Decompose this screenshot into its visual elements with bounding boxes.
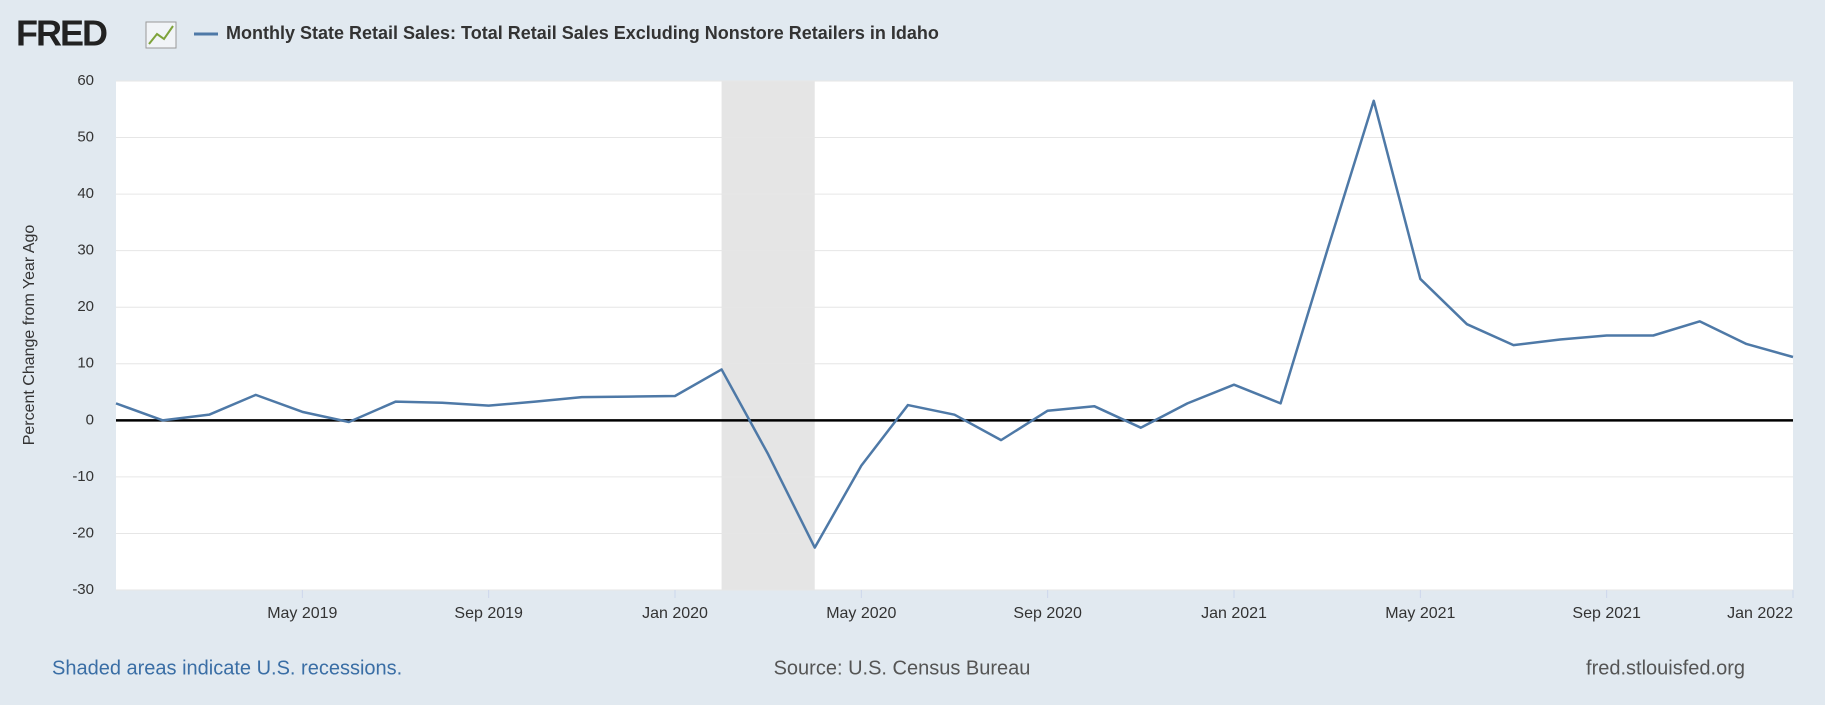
x-tick-label: Sep 2020	[1013, 605, 1082, 622]
y-tick-label: 10	[77, 355, 94, 372]
y-tick-label: 30	[77, 242, 94, 259]
y-tick-label: 40	[77, 185, 94, 202]
source: Source: U.S. Census Bureau	[774, 657, 1031, 679]
x-tick-label: Jan 2020	[642, 605, 708, 622]
series-line	[115, 99, 1794, 549]
y-tick-label: -30	[72, 581, 94, 598]
site: fred.stlouisfed.org	[1586, 657, 1745, 679]
x-tick-label: May 2021	[1385, 605, 1455, 622]
y-tick-label: -20	[72, 524, 94, 541]
y-axis-label: Percent Change from Year Ago	[21, 225, 38, 446]
y-tick-label: 60	[77, 72, 94, 89]
logo-icon	[145, 21, 177, 49]
recession-note: Shaded areas indicate U.S. recessions.	[52, 657, 402, 679]
chart-title: Monthly State Retail Sales: Total Retail…	[226, 23, 939, 43]
y-tick-label: -10	[72, 468, 94, 485]
recession-band	[721, 81, 815, 590]
logo-icon-line	[148, 25, 174, 45]
logo: FRED	[16, 13, 107, 54]
x-tick-label: May 2019	[267, 605, 337, 622]
x-tick-label: May 2020	[826, 605, 896, 622]
y-tick-label: 50	[77, 129, 94, 146]
y-tick-label: 0	[86, 411, 94, 428]
x-tick-label: Sep 2021	[1572, 605, 1641, 622]
x-tick-label: Jan 2022	[1727, 605, 1793, 622]
y-tick-label: 20	[77, 298, 94, 315]
plot-area	[116, 81, 1793, 590]
x-tick-label: Jan 2021	[1201, 605, 1267, 622]
x-tick-label: Sep 2019	[454, 605, 523, 622]
